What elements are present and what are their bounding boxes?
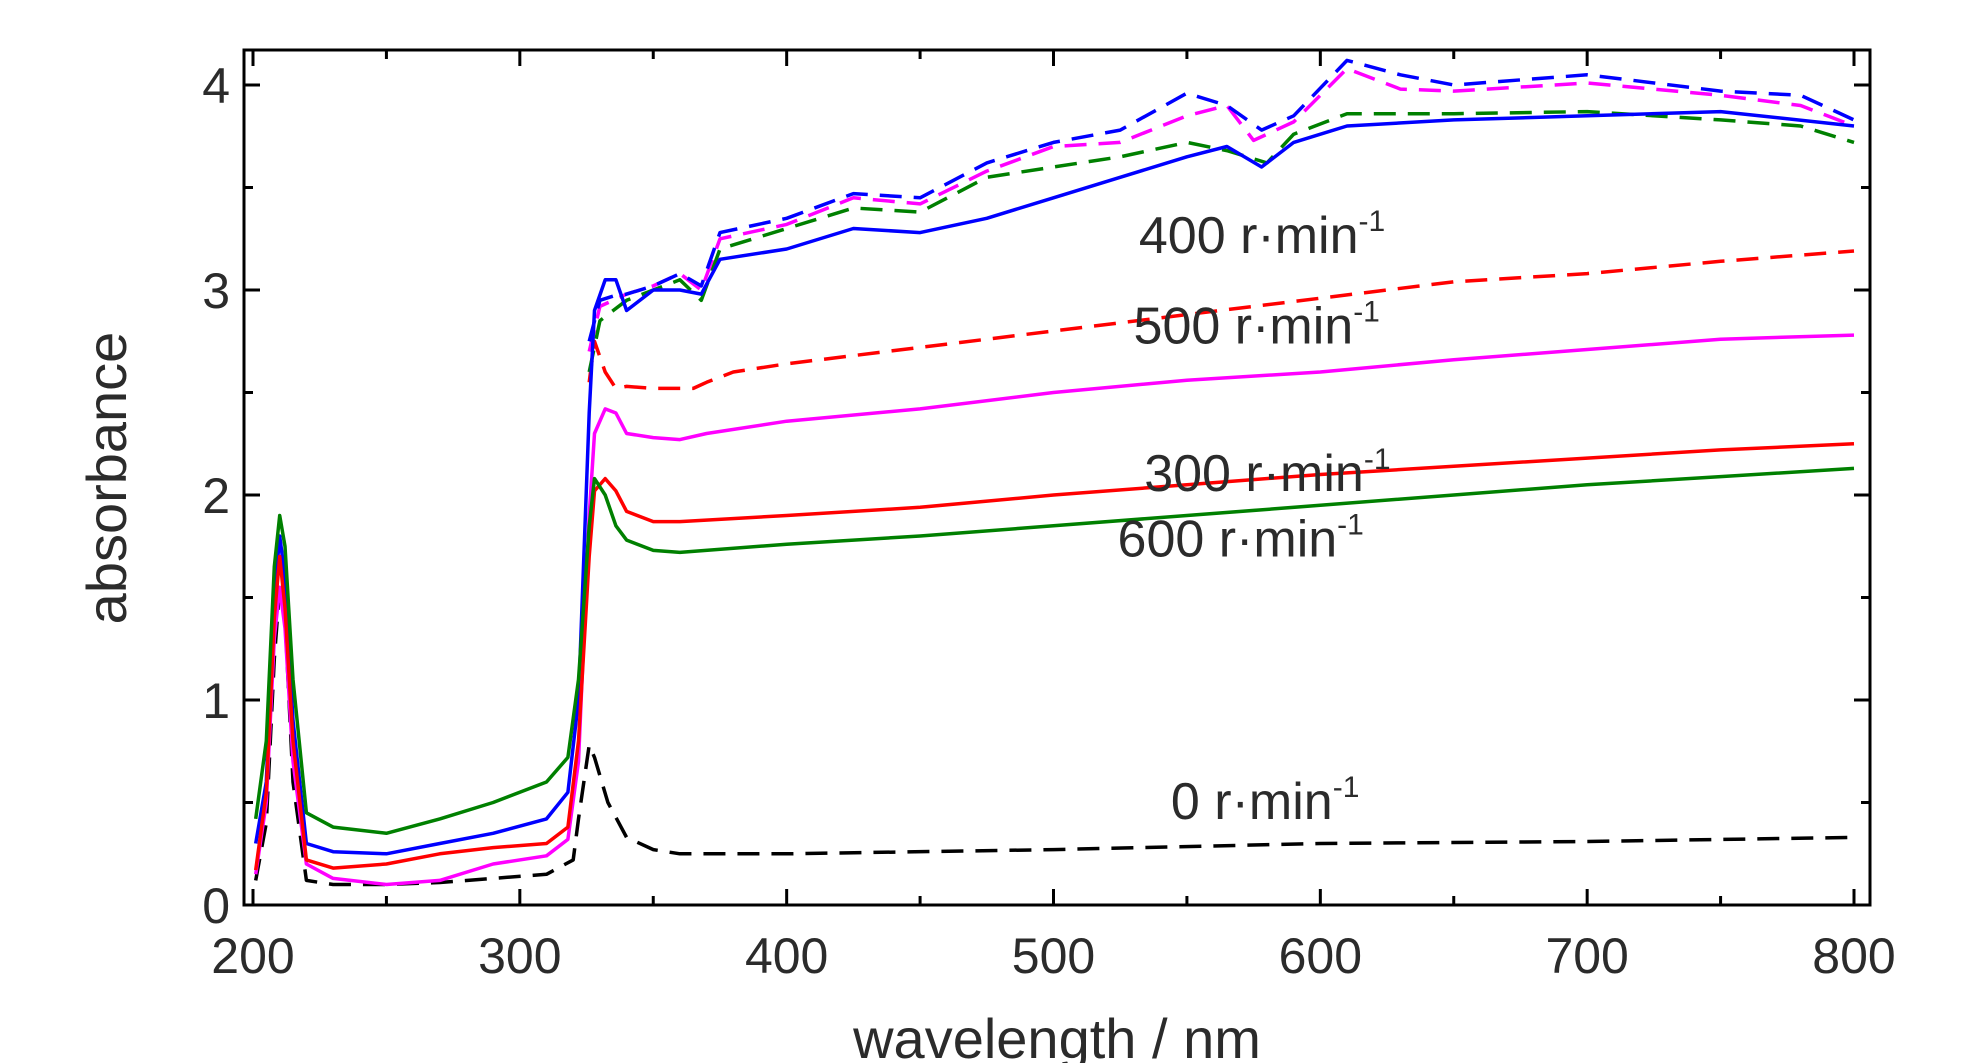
series-line	[587, 58, 1855, 342]
plot-frame	[242, 48, 1872, 907]
y-tick-label: 4	[202, 58, 230, 114]
series-line	[253, 333, 1855, 887]
x-tick-label: 600	[1279, 928, 1362, 984]
x-tick-label: 400	[745, 928, 828, 984]
series-line	[587, 249, 1855, 391]
x-tick-label: 800	[1812, 928, 1895, 984]
y-tick-label: 0	[202, 878, 230, 934]
x-tick-label: 200	[211, 928, 294, 984]
x-tick-label: 500	[1012, 928, 1095, 984]
series-layer	[253, 58, 1855, 887]
tick-labels: 200 300 400 500 600 700 800 0 1 2 3 4	[202, 58, 1896, 984]
series-line	[253, 585, 1855, 887]
curve-annotation: 0 r·min-1	[1171, 771, 1359, 831]
series-line	[587, 66, 1855, 352]
y-tick-label: 3	[202, 263, 230, 319]
series-line	[253, 442, 1855, 871]
y-tick-label: 1	[202, 673, 230, 729]
x-tick-label: 700	[1545, 928, 1628, 984]
axis-ticks	[244, 50, 1870, 907]
y-tick-label: 2	[202, 468, 230, 524]
series-line	[253, 109, 1855, 856]
curve-annotation: 300 r·min-1	[1144, 443, 1390, 503]
curve-annotation: 600 r·min-1	[1118, 509, 1364, 569]
series-line	[253, 466, 1855, 836]
x-tick-label: 300	[478, 928, 561, 984]
y-axis-title: absorbance	[75, 332, 138, 625]
curve-annotation: 500 r·min-1	[1134, 295, 1380, 355]
x-axis-title: wavelength / nm	[852, 1007, 1261, 1063]
curve-annotation: 400 r·min-1	[1139, 205, 1385, 265]
